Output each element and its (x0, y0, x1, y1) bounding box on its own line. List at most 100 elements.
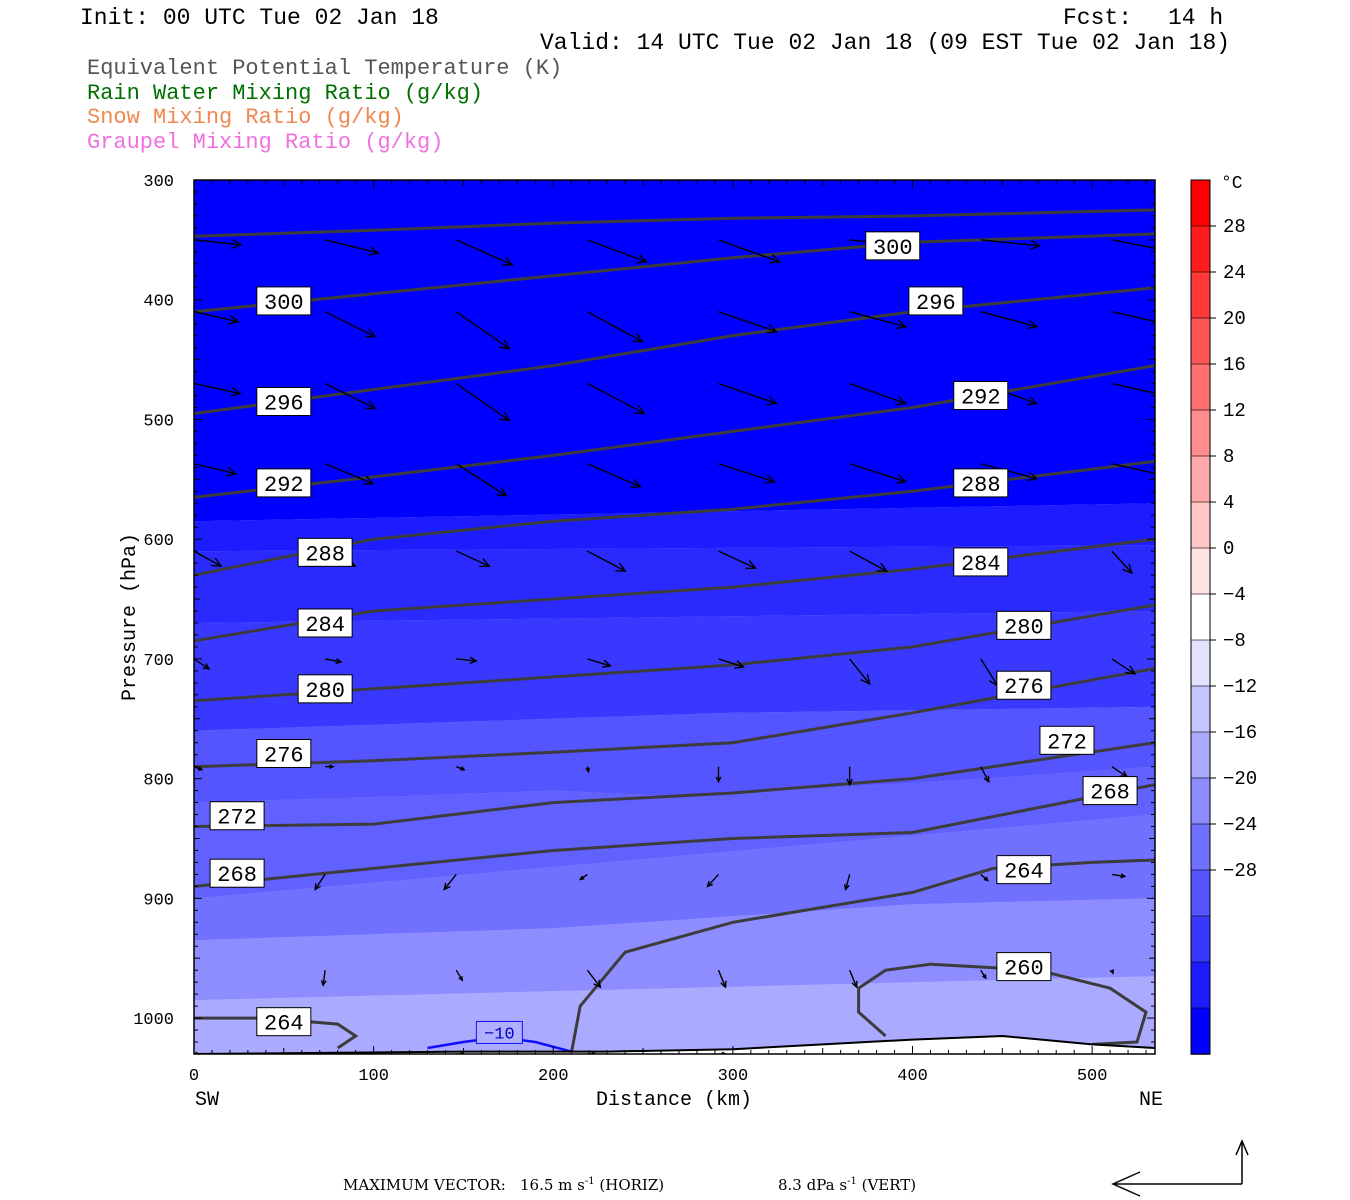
theta-e-label-288: 288 (953, 468, 1009, 498)
x-tick-label-200: 200 (538, 1067, 569, 1086)
wind-vector (848, 969, 858, 989)
colorbar-swatch-18 (1190, 1007, 1211, 1055)
wind-vector (587, 1051, 597, 1054)
colorbar-tick-label: −8 (1223, 630, 1246, 652)
wind-vector (456, 766, 466, 771)
wind-vector (455, 382, 511, 422)
colorbar-tick-label: 0 (1223, 538, 1234, 560)
svg-text:288: 288 (961, 473, 1001, 498)
theta-e-contour-276 (194, 667, 1155, 769)
wind-vector (980, 766, 990, 784)
wind-vector (579, 873, 588, 881)
wind-vector (1111, 658, 1137, 675)
theta-e-label-300: 300 (256, 286, 312, 316)
colorbar-tick-label: 28 (1223, 216, 1246, 238)
legend-graupel: Graupel Mixing Ratio (g/kg) (87, 130, 444, 155)
wind-vector (587, 311, 644, 343)
theta-e-contour-264 (194, 1016, 359, 1050)
theta-e-label-268: 268 (1082, 776, 1138, 806)
wind-vector (587, 463, 642, 488)
wind-vector (324, 311, 377, 338)
wind-vector (718, 311, 779, 334)
colorbar-swatch-15 (1190, 869, 1211, 917)
wind-vector (587, 382, 646, 415)
wind-vector (843, 874, 851, 891)
wind-vector (718, 550, 757, 570)
colorbar-unit: °C (1221, 174, 1243, 194)
wind-vector (587, 658, 612, 668)
wind-vector (718, 658, 746, 669)
wind-vector (718, 382, 779, 406)
colorbar-tick-label: −12 (1223, 676, 1257, 698)
theta-e-contour-268 (194, 783, 1155, 888)
svg-text:288: 288 (305, 542, 345, 567)
wind-vector (324, 239, 380, 256)
svg-text:276: 276 (264, 743, 304, 768)
colorbar-tick-label: 16 (1223, 354, 1246, 376)
theta-e-label-284: 284 (297, 608, 353, 638)
x-tick-label-400: 400 (897, 1067, 928, 1086)
theta-e-contour-264 (569, 858, 1155, 1054)
svg-text:296: 296 (916, 291, 956, 316)
y-axis-title: Pressure (hPa) (119, 533, 142, 701)
theta-e-label-296: 296 (256, 386, 312, 416)
temperature-contour-label: −10 (475, 1020, 523, 1044)
forecast-hour: 14 h (1168, 5, 1224, 31)
colorbar-tick-label: −4 (1223, 584, 1246, 606)
x-tick-label-0: 0 (189, 1067, 199, 1086)
svg-text:272: 272 (217, 806, 257, 831)
colorbar-swatch-0 (1190, 179, 1211, 227)
wind-vector (849, 311, 908, 330)
max-vert-vector: 8.3 dPa s-1 (VERT) (778, 1176, 917, 1194)
wind-vector (455, 463, 508, 497)
y-tick-label-700: 700 (143, 652, 174, 671)
wind-vector (455, 550, 491, 568)
theta-e-contour-300 (194, 208, 1155, 238)
svg-text:264: 264 (1004, 860, 1044, 885)
init-time: Init: 00 UTC Tue 02 Jan 18 (80, 5, 439, 31)
svg-text:268: 268 (217, 863, 257, 888)
y-tick-label-900: 900 (143, 891, 174, 910)
colorbar-swatch-10 (1190, 639, 1211, 687)
x-tick-label-300: 300 (718, 1067, 749, 1086)
colorbar-tick-label: −20 (1223, 768, 1257, 790)
y-tick-label-1000: 1000 (133, 1011, 174, 1030)
theta-e-contour-272 (194, 741, 1155, 828)
colorbar-swatch-9 (1190, 593, 1211, 641)
temperature-band-1 (194, 503, 1155, 552)
wind-vector (194, 1051, 201, 1054)
x-axis-title: Distance (km) (596, 1089, 752, 1112)
wind-vector (849, 550, 889, 572)
wind-vector (1111, 873, 1127, 879)
forecast-label: Fcst: (1063, 5, 1133, 31)
wind-vector (194, 463, 238, 477)
temperature-band-0 (194, 180, 1155, 522)
colorbar-tick-label: −24 (1223, 814, 1257, 836)
temperature-band-3 (194, 611, 1155, 731)
wind-vector (717, 969, 727, 989)
colorbar-swatch-5 (1190, 409, 1211, 457)
colorbar-swatch-1 (1190, 225, 1211, 273)
colorbar-swatch-2 (1190, 271, 1211, 319)
svg-text:300: 300 (264, 291, 304, 316)
svg-text:260: 260 (1004, 957, 1044, 982)
wind-vector (1111, 550, 1133, 575)
wind-vector (324, 657, 343, 665)
colorbar-swatch-6 (1190, 455, 1211, 503)
max-vector-label: MAXIMUM VECTOR: (343, 1176, 506, 1194)
colorbar-swatch-3 (1190, 317, 1211, 365)
temperature-band-8 (194, 976, 1155, 1054)
svg-text:284: 284 (961, 552, 1001, 577)
theta-e-contour-300 (194, 232, 1155, 314)
x-tick-label-100: 100 (358, 1067, 389, 1086)
valid-time: Valid: 14 UTC Tue 02 Jan 18 (09 EST Tue … (540, 30, 1231, 56)
wind-vector (980, 311, 1039, 330)
svg-text:292: 292 (961, 386, 1001, 411)
temperature-band-5 (194, 766, 1155, 899)
svg-text:284: 284 (305, 613, 345, 638)
temperature-band-7 (194, 898, 1155, 1001)
theta-e-label-292: 292 (256, 468, 312, 498)
wind-vector (1111, 239, 1155, 249)
wind-vector (849, 463, 908, 484)
